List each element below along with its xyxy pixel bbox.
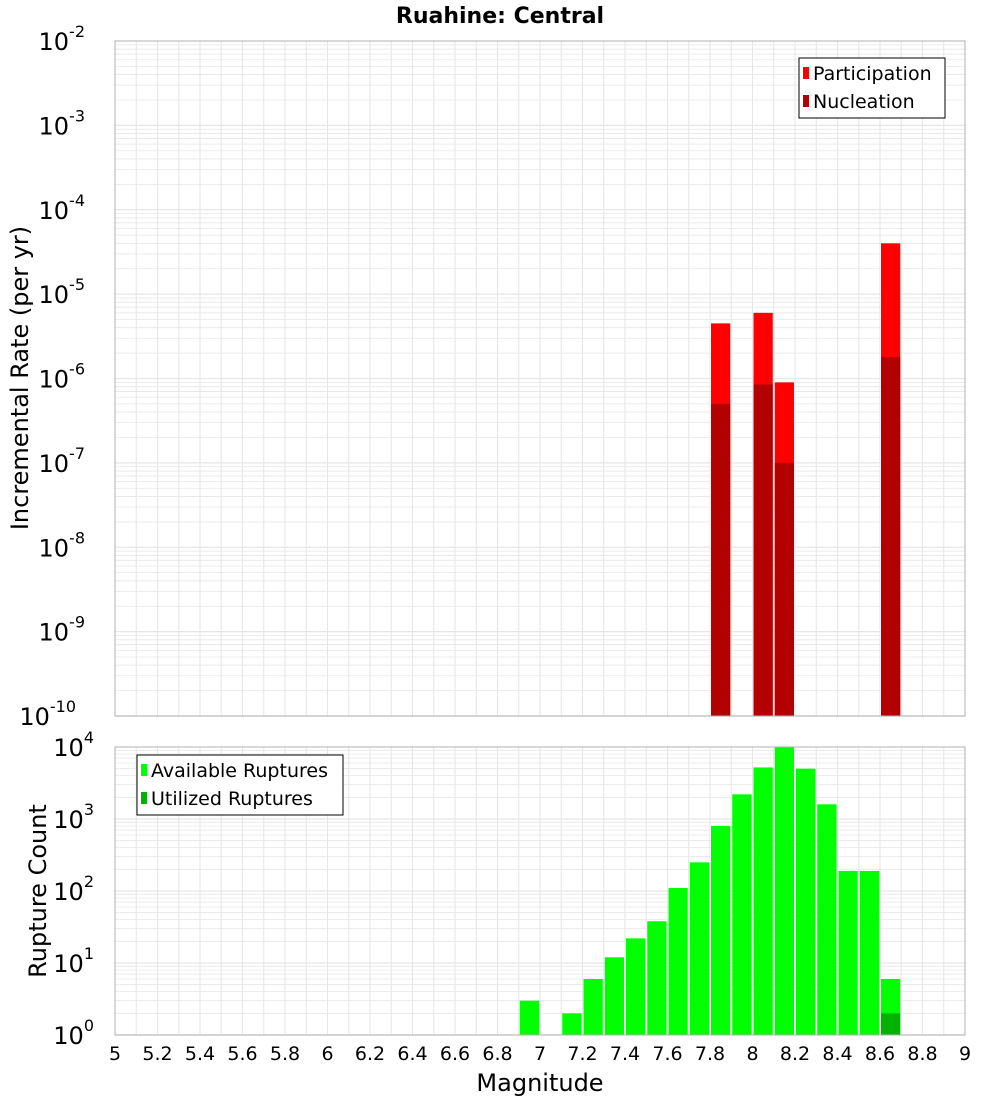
x-tick-label: 5	[109, 1043, 121, 1065]
top-y-tick-label: 10-8	[39, 528, 86, 562]
bottom-legend-swatch	[141, 764, 147, 776]
x-tick-label: 6.4	[397, 1043, 427, 1065]
top-y-tick-exponent: -8	[69, 528, 85, 547]
bottom-bar-available-ruptures	[583, 978, 603, 1035]
bottom-bar-available-ruptures	[753, 767, 773, 1035]
top-legend-label: Participation	[813, 63, 932, 85]
bottom-bar-available-ruptures	[838, 870, 858, 1035]
bottom-legend	[136, 754, 344, 816]
x-tick-label: 7.6	[652, 1043, 682, 1065]
bottom-bar-available-ruptures	[562, 1013, 582, 1035]
bottom-y-tick-label: 102	[53, 872, 94, 906]
top-bar-nucleation	[774, 462, 794, 716]
x-tick-label: 7.2	[567, 1043, 597, 1065]
top-y-tick-label: 10-6	[39, 360, 86, 394]
bottom-bar-available-ruptures	[668, 888, 688, 1035]
bottom-bar-utilized-ruptures	[881, 1013, 901, 1035]
bottom-bar-available-ruptures	[604, 957, 624, 1035]
top-legend-label: Nucleation	[813, 91, 915, 113]
top-bar-nucleation	[711, 403, 731, 716]
bottom-bar-available-ruptures	[519, 1000, 539, 1035]
top-y-tick-exponent: -6	[69, 360, 85, 379]
bottom-bar-available-ruptures	[626, 938, 646, 1035]
top-bar-nucleation	[881, 356, 901, 716]
top-y-tick-label: 10-5	[39, 275, 86, 309]
x-tick-label: 6	[321, 1043, 333, 1065]
bottom-bar-available-ruptures	[796, 768, 816, 1035]
top-bar-nucleation	[753, 384, 773, 716]
bottom-y-tick-exponent: 1	[84, 944, 94, 963]
bottom-bar-available-ruptures	[817, 804, 837, 1035]
x-tick-label: 7.8	[695, 1043, 725, 1065]
top-y-axis-label: Incremental Rate (per yr)	[6, 226, 34, 530]
bottom-bar-available-ruptures	[689, 862, 709, 1035]
bottom-y-tick-label: 104	[53, 728, 94, 762]
x-tick-label: 5.6	[227, 1043, 257, 1065]
x-tick-label: 8.2	[780, 1043, 810, 1065]
bottom-y-tick-exponent: 4	[84, 728, 94, 747]
top-y-tick-label: 10-7	[39, 444, 86, 478]
x-tick-label: 6.6	[440, 1043, 470, 1065]
top-y-tick-label: 10-4	[39, 191, 86, 225]
x-tick-label: 8.8	[907, 1043, 937, 1065]
bottom-bar-available-ruptures	[774, 747, 794, 1035]
bottom-bar-available-ruptures	[647, 921, 667, 1035]
top-legend-swatch	[803, 67, 809, 79]
bottom-bar-available-ruptures	[711, 825, 731, 1035]
x-tick-label: 5.4	[185, 1043, 215, 1065]
bottom-y-tick-exponent: 2	[84, 872, 94, 891]
chart-title: Ruahine: Central	[396, 4, 604, 29]
top-y-tick-exponent: -2	[69, 22, 85, 41]
top-y-tick-exponent: -7	[69, 444, 85, 463]
bottom-bar-available-ruptures	[859, 870, 879, 1035]
x-tick-label: 6.2	[355, 1043, 385, 1065]
x-tick-label: 8.6	[865, 1043, 895, 1065]
x-tick-label: 8	[746, 1043, 758, 1065]
bottom-y-tick-exponent: 3	[84, 800, 94, 819]
top-plot-frame	[114, 40, 966, 717]
top-y-tick-exponent: -4	[69, 191, 85, 210]
top-y-tick-label: 10-3	[39, 106, 86, 140]
bottom-y-axis-label: Rupture Count	[24, 804, 52, 978]
bottom-y-tick-label: 100	[53, 1016, 94, 1050]
x-axis-label: Magnitude	[476, 1069, 603, 1097]
x-tick-labels: 5 5.2 5.4 5.6 5.8 6 6.2 6.4 6.6 6.8 7 7.2 7.4 7.6 7.8 8…	[109, 1043, 971, 1065]
x-tick-label: 6.8	[482, 1043, 512, 1065]
bottom-y-tick-exponent: 0	[84, 1016, 94, 1035]
top-y-tick-exponent: -3	[69, 106, 85, 125]
bottom-plot-frame	[114, 746, 966, 1036]
top-legend-swatch	[803, 95, 809, 107]
bottom-y-tick-label: 101	[53, 944, 94, 978]
bottom-legend-swatch	[141, 792, 147, 804]
x-tick-label: 7	[534, 1043, 546, 1065]
top-y-tick-label: 10-9	[39, 613, 86, 647]
top-y-tick-exponent: -9	[69, 613, 85, 632]
x-tick-label: 8.4	[822, 1043, 852, 1065]
x-tick-label: 5.2	[142, 1043, 172, 1065]
top-y-tick-exponent: -10	[50, 697, 76, 716]
top-y-tick-label: 10-10	[19, 697, 76, 731]
bottom-legend-label: Utilized Ruptures	[151, 788, 313, 810]
x-tick-label: 5.8	[270, 1043, 300, 1065]
top-legend	[798, 57, 946, 119]
top-y-tick-exponent: -5	[69, 275, 85, 294]
x-tick-label: 9	[959, 1043, 971, 1065]
top-y-tick-label: 10-2	[39, 22, 86, 56]
bottom-legend-label: Available Ruptures	[151, 760, 328, 782]
x-tick-label: 7.4	[610, 1043, 640, 1065]
bottom-bar-available-ruptures	[732, 794, 752, 1035]
top-panel: 10-10 10-9 10-8 10-7 10-6 10-5 10-4 10-3 10-2 Par…	[19, 22, 966, 731]
bottom-y-tick-label: 103	[53, 800, 94, 834]
